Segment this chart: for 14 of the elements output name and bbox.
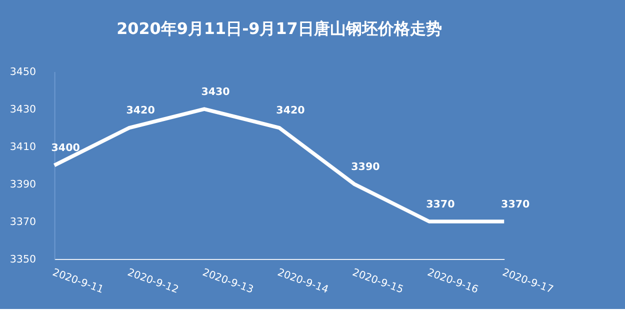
- y-tick-label: 3430: [10, 103, 36, 116]
- y-tick-label: 3350: [10, 253, 36, 266]
- data-label: 3370: [426, 198, 455, 210]
- data-label: 3420: [276, 104, 305, 117]
- data-label: 3430: [201, 86, 230, 98]
- data-label: 3420: [126, 104, 155, 117]
- data-label: 3400: [51, 142, 80, 154]
- y-tick-label: 3450: [10, 66, 36, 78]
- y-tick-label: 3370: [10, 216, 36, 228]
- data-label: 3370: [501, 198, 530, 210]
- y-tick-label: 3390: [10, 178, 36, 190]
- data-label: 3390: [351, 160, 380, 173]
- y-tick-label: 3410: [10, 140, 36, 153]
- chart-title: 2020年9月11日-9月17日唐山钢坯价格走势: [116, 19, 442, 38]
